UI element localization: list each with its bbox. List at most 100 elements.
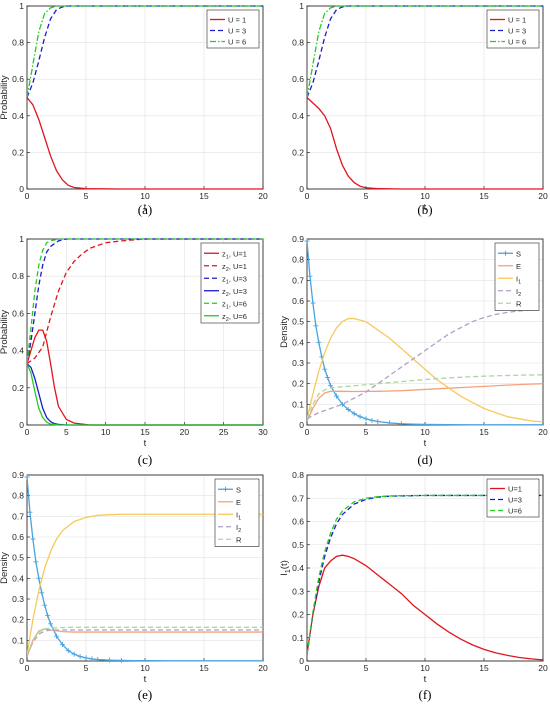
legend-label-main: z bbox=[222, 274, 226, 283]
series-marker bbox=[39, 590, 45, 596]
legend-label-main: R bbox=[236, 535, 242, 544]
y-tick-label: 0.8 bbox=[292, 38, 304, 48]
y-tick-label: 0.5 bbox=[292, 540, 304, 550]
y-tick-label: 0.6 bbox=[292, 517, 304, 527]
legend-label-sub: 1 bbox=[226, 254, 229, 260]
legend-label: U = 6 bbox=[508, 38, 526, 47]
series-line-3 bbox=[307, 494, 543, 655]
series-line-5 bbox=[307, 374, 543, 420]
panel-caption: (b) bbox=[417, 202, 432, 217]
panel-caption: (c) bbox=[138, 452, 152, 467]
x-tick-label: 15 bbox=[479, 663, 489, 673]
legend-label: R bbox=[516, 299, 522, 308]
legend-label-main: R bbox=[516, 299, 522, 308]
series-line-3 bbox=[27, 5, 263, 98]
series-marker bbox=[307, 273, 313, 279]
x-tick-label: 15 bbox=[479, 191, 489, 201]
y-tick-label: 0.4 bbox=[292, 337, 304, 347]
series-marker bbox=[45, 613, 51, 619]
y-tick-label: 0.6 bbox=[292, 74, 304, 84]
x-tick-label: 10 bbox=[101, 427, 111, 437]
x-tick-label: 10 bbox=[420, 427, 430, 437]
legend-label-sub: 2 bbox=[226, 317, 229, 323]
panel-caption: (d) bbox=[417, 452, 432, 467]
x-tick-label: 5 bbox=[84, 663, 89, 673]
legend-label: I1 bbox=[516, 274, 521, 285]
legend: U = 1 U = 3 U = 6 bbox=[206, 9, 260, 49]
x-tick-label: 0 bbox=[305, 663, 310, 673]
y-tick-label: 0.9 bbox=[12, 470, 24, 480]
legend-label-rest: , U=3 bbox=[229, 274, 247, 283]
x-tick-label: 20 bbox=[180, 427, 190, 437]
series-marker bbox=[375, 418, 381, 424]
y-axis-label-rest: (t) bbox=[279, 560, 290, 569]
y-tick-label: 0 bbox=[299, 420, 304, 430]
legend-label: z1, U=3 bbox=[222, 274, 247, 285]
x-tick-label: 25 bbox=[219, 427, 229, 437]
series-marker bbox=[357, 414, 363, 420]
y-axis-label: Density bbox=[279, 316, 290, 348]
legend-label: z2, U=1 bbox=[222, 262, 247, 273]
series-marker bbox=[71, 651, 77, 657]
y-axis-label: Probability bbox=[0, 75, 10, 120]
x-axis-label: t bbox=[144, 438, 147, 449]
series-marker bbox=[322, 366, 328, 372]
y-axis-label-sub: 1 bbox=[285, 569, 292, 573]
legend-label: U = 3 bbox=[508, 27, 526, 36]
legend-label-sub: 2 bbox=[226, 267, 229, 273]
y-tick-label: 0.4 bbox=[292, 563, 304, 573]
y-tick-label: 0 bbox=[299, 184, 304, 194]
x-tick-label: 20 bbox=[538, 663, 548, 673]
panel-caption: (f) bbox=[419, 687, 432, 702]
y-tick-label: 0.6 bbox=[12, 74, 24, 84]
series-marker bbox=[83, 655, 89, 661]
legend-box bbox=[214, 478, 260, 547]
y-axis-label: I1(t) bbox=[279, 560, 292, 576]
legend-label-sub: 1 bbox=[518, 279, 521, 285]
x-axis-label: t bbox=[424, 674, 427, 685]
x-tick-label: 20 bbox=[538, 427, 548, 437]
series-marker bbox=[304, 238, 310, 244]
series-line-3 bbox=[307, 5, 543, 98]
series-marker bbox=[89, 656, 95, 662]
y-tick-label: 0.5 bbox=[292, 317, 304, 327]
x-tick-label: 10 bbox=[420, 191, 430, 201]
y-tick-label: 0.5 bbox=[12, 553, 24, 563]
y-axis-label: Density bbox=[0, 552, 10, 584]
legend: z1, U=1z2, U=1z1, U=3z2, U=3z1, U=6z2, U… bbox=[200, 242, 260, 324]
legend-label-main: z bbox=[222, 312, 226, 321]
y-tick-label: 0.8 bbox=[292, 255, 304, 265]
series-marker bbox=[369, 417, 375, 423]
legend-label: U = 1 bbox=[508, 16, 526, 25]
series-line-2 bbox=[27, 628, 263, 658]
series-line-5 bbox=[27, 238, 263, 364]
y-tick-label: 0.6 bbox=[12, 308, 24, 318]
panel-caption: (e) bbox=[138, 687, 152, 702]
legend-label: U=6 bbox=[508, 507, 522, 516]
legend-label-main: E bbox=[236, 498, 241, 507]
y-tick-label: 0.8 bbox=[12, 38, 24, 48]
x-tick-label: 30 bbox=[258, 427, 268, 437]
legend-label-sub: 2 bbox=[238, 528, 241, 534]
legend-label-main: S bbox=[516, 249, 521, 258]
y-tick-label: 1 bbox=[299, 1, 304, 11]
legend-label: z2, U=3 bbox=[222, 287, 247, 298]
legend-label: U=3 bbox=[508, 496, 522, 505]
y-tick-label: 0.2 bbox=[292, 379, 304, 389]
legend-label-main: I bbox=[236, 510, 238, 519]
series-line-6 bbox=[27, 363, 263, 426]
x-tick-label: 0 bbox=[25, 191, 30, 201]
legend-label-rest: , U=1 bbox=[229, 262, 247, 271]
x-tick-label: 10 bbox=[420, 663, 430, 673]
legend-label-sub: 2 bbox=[518, 292, 521, 298]
legend-label-main: I bbox=[516, 287, 518, 296]
y-tick-label: 0.1 bbox=[292, 633, 304, 643]
legend-label-rest: , U=3 bbox=[229, 287, 247, 296]
series-marker bbox=[398, 421, 404, 427]
y-tick-label: 0 bbox=[19, 184, 24, 194]
legend-label: U = 6 bbox=[228, 38, 246, 47]
chart-panel-5: 0 5 10 15 20 0 0.1 0.2 0.3 0.4 0.5 0.6 0.7 0.8 0.9 t Den… bbox=[0, 470, 268, 702]
x-tick-label: 5 bbox=[84, 191, 89, 201]
